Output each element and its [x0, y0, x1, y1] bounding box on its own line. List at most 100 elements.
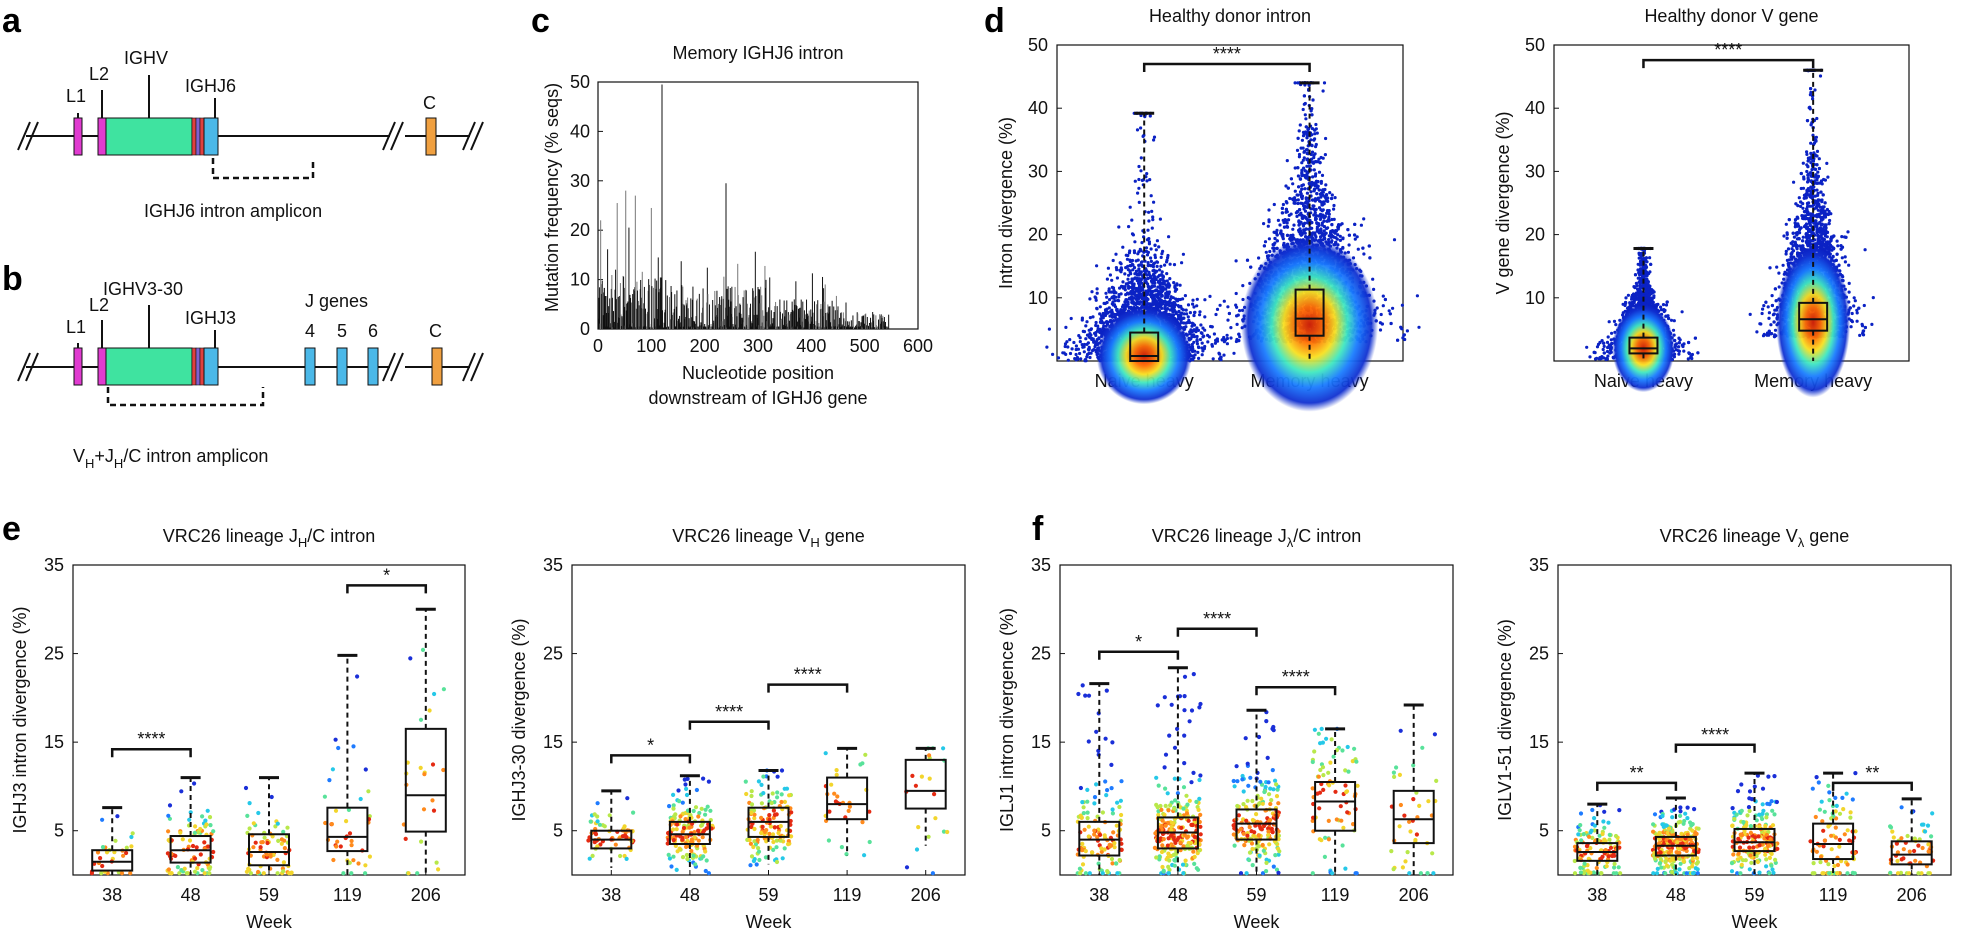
c-exon: [431, 347, 443, 386]
scatter-point: [1278, 223, 1282, 227]
scatter-point: [1094, 323, 1098, 328]
scatter-point: [1112, 291, 1116, 295]
scatter-point: [1392, 238, 1397, 242]
label-c: C: [429, 321, 442, 341]
scatter-point: [1208, 294, 1212, 298]
scatter-point: [1147, 272, 1151, 276]
scatter-point: [1153, 253, 1157, 257]
break-mark: [382, 352, 404, 382]
scatter-point: [1296, 201, 1300, 206]
scatter-point: [1198, 310, 1202, 314]
scatter-point: [1087, 347, 1091, 351]
scatter-point: [1113, 305, 1118, 309]
ighj3-exon: [203, 347, 219, 386]
scatter-point: [1135, 298, 1139, 302]
scatter-point: [1141, 134, 1145, 138]
x-tick-label: 500: [850, 336, 880, 356]
scatter-point: [1312, 138, 1316, 142]
scatter-point: [1291, 227, 1295, 231]
scatter-point: [1201, 326, 1205, 330]
scatter-point: [1158, 268, 1162, 272]
scatter-point: [1297, 129, 1301, 133]
scatter-point: [1291, 182, 1295, 186]
amplicon-label: IGHJ6 intron amplicon: [144, 201, 322, 221]
scatter-point: [1132, 266, 1137, 270]
scatter-point: [1400, 303, 1404, 307]
scatter-point: [1362, 217, 1366, 221]
label-ighv: IGHV: [124, 48, 168, 68]
scatter-point: [1146, 285, 1151, 289]
y-tick-label: 20: [1028, 225, 1048, 245]
scatter-point: [1113, 295, 1117, 299]
chart-c: c Memory IGHJ6 intron 0 100 200 300 400 500 600 0…: [531, 2, 933, 408]
scatter-point: [1078, 340, 1082, 344]
scatter-point: [1137, 186, 1141, 190]
scatter-point: [1145, 172, 1149, 176]
scatter-point: [1110, 285, 1114, 289]
scatter-point: [1157, 245, 1161, 249]
scatter-point: [1241, 284, 1245, 288]
scatter-point: [1347, 243, 1351, 247]
scatter-point: [1219, 355, 1223, 359]
j5-exon: [336, 347, 348, 386]
scatter-point: [1175, 287, 1179, 291]
scatter-point: [1195, 297, 1199, 301]
scatter-point: [1095, 264, 1099, 268]
scatter-point: [1218, 303, 1222, 307]
scatter-point: [1191, 347, 1195, 351]
scatter-point: [1069, 316, 1073, 321]
scatter-point: [1139, 126, 1143, 130]
scatter-point: [1102, 321, 1106, 325]
scatter-point: [1187, 318, 1191, 322]
scatter-point: [1137, 200, 1141, 204]
scatter-point: [1158, 217, 1162, 221]
scatter-point: [1172, 263, 1177, 267]
scatter-point: [1108, 314, 1112, 318]
panel-letter-c: c: [531, 2, 550, 40]
scatter-point: [1161, 302, 1165, 306]
scatter-point: [1191, 298, 1195, 302]
scatter-point: [1155, 239, 1159, 243]
scatter-point: [1213, 341, 1217, 345]
scatter-point: [1177, 309, 1181, 313]
ighj6-exon: [203, 117, 219, 156]
scatter-point: [1232, 351, 1236, 355]
scatter-point: [1107, 298, 1112, 302]
scatter-point: [1143, 296, 1148, 301]
plot-frame: [1056, 44, 1404, 362]
chart-title: Healthy donor intron: [1149, 6, 1311, 26]
y-axis-label: Mutation frequency (% seqs): [542, 83, 562, 312]
scatter-point: [1151, 277, 1155, 281]
scatter-point: [1123, 272, 1127, 276]
scatter-point: [1235, 322, 1239, 326]
scatter-point: [1324, 136, 1328, 141]
scatter-point: [1185, 312, 1189, 316]
scatter-point: [1108, 273, 1112, 277]
scatter-point: [1163, 307, 1167, 311]
break-mark: [462, 352, 484, 382]
scatter-point: [1149, 294, 1154, 298]
d-stripe: [199, 347, 205, 386]
label-j6: 6: [368, 321, 378, 341]
y-tick-label: 30: [570, 171, 590, 191]
scatter-point: [1111, 258, 1115, 263]
scatter-point: [1124, 266, 1128, 270]
y-axis-label: Intron divergence (%): [996, 117, 1016, 289]
scatter-point: [1341, 236, 1345, 240]
scatter-point: [1139, 156, 1143, 160]
scatter-point: [1147, 242, 1151, 246]
scatter-point: [1133, 179, 1137, 183]
scatter-point: [1313, 211, 1317, 215]
scatter-point: [1301, 107, 1305, 112]
scatter-point: [1156, 285, 1160, 289]
scatter-point: [1192, 356, 1196, 360]
scatter-point: [1118, 261, 1122, 265]
amplicon-label: VH+JH/C intron amplicon: [73, 446, 268, 471]
scatter-point: [1137, 302, 1141, 306]
scatter-point: [1102, 301, 1106, 305]
scatter-point: [1186, 315, 1190, 319]
scatter-point: [1195, 338, 1199, 342]
scatter-point: [1314, 207, 1318, 211]
scatter-point: [1114, 266, 1118, 270]
scatter-point: [1190, 324, 1194, 328]
